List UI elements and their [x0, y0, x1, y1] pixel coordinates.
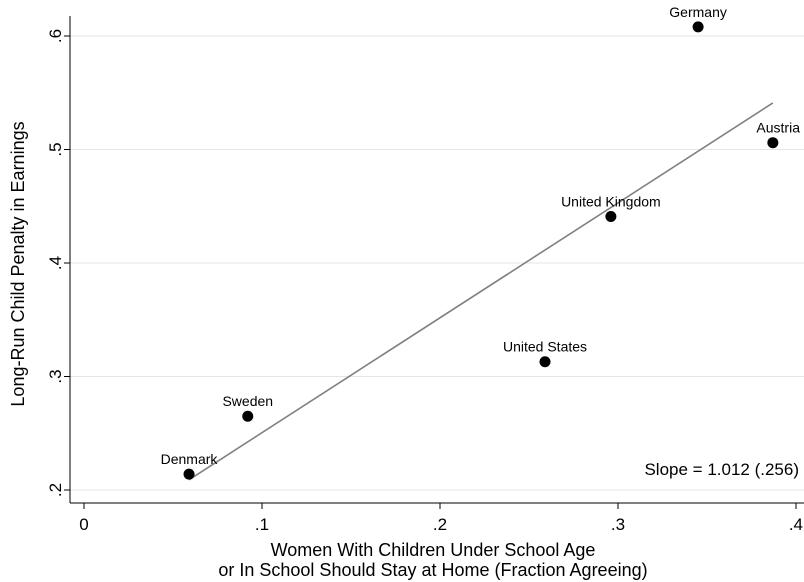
point-label-sweden: Sweden	[222, 393, 273, 409]
x-axis-ticks: 0 .1 .2 .3 .4	[79, 503, 803, 534]
x-tick-label-3: .3	[611, 515, 625, 534]
slope-annotation: Slope = 1.012 (.256)	[644, 460, 799, 479]
point-label-united-states: United States	[503, 339, 587, 355]
point-labels: Germany Austria United Kingdom United State…	[161, 4, 801, 467]
x-tick-label-0: 0	[79, 515, 88, 534]
x-axis-title-line-2: or In School Should Stay at Home (Fracti…	[218, 560, 647, 580]
data-points	[183, 21, 779, 480]
x-axis-title-line-1: Women With Children Under School Age	[271, 540, 596, 560]
fit-line	[188, 102, 774, 481]
y-tick-label-0: .2	[46, 483, 65, 497]
x-tick-label-4: .4	[789, 515, 803, 534]
y-tick-label-2: .4	[46, 256, 65, 270]
y-tick-label-3: .5	[46, 142, 65, 156]
point-united-states	[539, 356, 551, 368]
point-label-austria: Austria	[756, 120, 800, 136]
x-tick-label-1: .1	[255, 515, 269, 534]
point-denmark	[183, 468, 195, 480]
x-tick-label-2: .2	[433, 515, 447, 534]
point-label-denmark: Denmark	[161, 451, 219, 467]
grid-lines	[70, 35, 804, 491]
point-united-kingdom	[605, 210, 617, 222]
point-austria	[767, 137, 779, 149]
point-sweden	[242, 410, 254, 422]
y-axis-title: Long-Run Child Penalty in Earnings	[8, 121, 28, 406]
y-axis-ticks: .2 .3 .4 .5 .6	[46, 29, 70, 497]
point-label-germany: Germany	[669, 4, 727, 20]
y-tick-label-1: .3	[46, 369, 65, 383]
y-tick-label-4: .6	[46, 29, 65, 43]
point-germany	[692, 21, 704, 33]
point-label-united-kingdom: United Kingdom	[561, 193, 661, 209]
